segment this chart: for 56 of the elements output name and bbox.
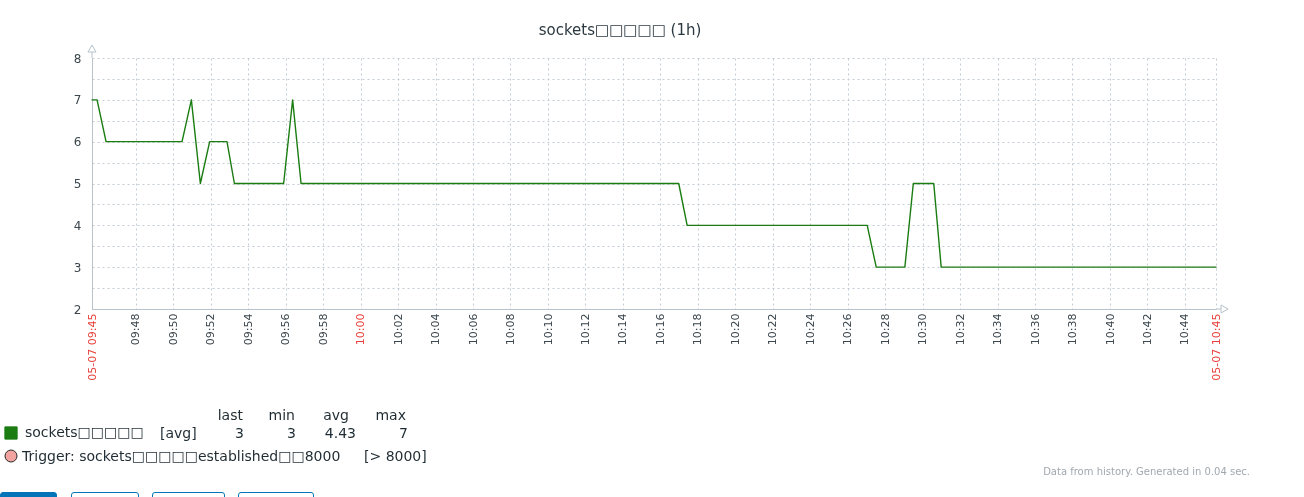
x-tick-label: 10:42 (1140, 313, 1154, 346)
text: avg (323, 407, 349, 423)
chart-title: sockets□□□□□ (1h) (538, 21, 702, 39)
text: 3 (287, 425, 296, 441)
x-tick-label: 10:08 (503, 313, 517, 346)
x-tick-label: 10:18 (691, 313, 705, 346)
x-tick-label: 10:36 (1028, 313, 1042, 346)
x-tick-label: 10:38 (1065, 313, 1079, 346)
x-tick-label: 10:26 (841, 313, 855, 346)
text: Trigger: sockets□□□□□established□□8000 (22, 448, 341, 464)
x-tick-label: 10:30 (916, 313, 930, 346)
y-tick-label: 4 (73, 218, 82, 233)
text: last (217, 407, 243, 423)
y-tick-label: 3 (73, 260, 82, 275)
text: 7 (399, 425, 408, 441)
y-tick-label: 6 (73, 135, 82, 150)
y-tick-label: 7 (73, 93, 82, 108)
y-tick-label: 5 (73, 177, 82, 191)
x-tick-label: 10:20 (728, 313, 742, 346)
x-tick-label: 09:50 (166, 313, 180, 346)
y-tick-label: 8 (73, 51, 82, 66)
button[interactable] (71, 492, 139, 497)
x-tick-label: 10:06 (466, 313, 480, 346)
line-series (91, 99, 1217, 268)
x-tick-label: 10:34 (991, 313, 1005, 346)
x-tick-label: 10:02 (391, 313, 405, 346)
button[interactable] (238, 492, 314, 497)
text: 3 (235, 425, 244, 441)
x-tick-label: 10:00 (354, 313, 368, 346)
legend-label: sockets□□□□□ (25, 424, 144, 440)
x-tick-label: 10:32 (953, 313, 967, 346)
y-tick-label: 2 (73, 302, 82, 317)
x-tick-label: 10:22 (766, 313, 780, 346)
text: min (268, 407, 295, 423)
x-tick-label: 10:04 (429, 313, 443, 346)
text: [avg] (160, 425, 197, 441)
x-tick-label: 10:24 (803, 313, 817, 346)
x-tick-label: 09:52 (204, 313, 218, 346)
text: Data from history. Generated in 0.04 sec. (1043, 466, 1250, 478)
text: 4.43 (324, 425, 356, 441)
x-tick-label: 09:54 (241, 313, 255, 346)
x-tick-label: 09:48 (129, 313, 143, 346)
text: max (375, 407, 406, 423)
x-tick-label: 10:12 (578, 313, 592, 346)
text: [> 8000] (364, 448, 427, 464)
x-tick-label: 10:44 (1178, 313, 1192, 346)
x-tick-label: 10:16 (653, 313, 667, 346)
button[interactable] (152, 492, 225, 497)
x-tick-label: 10:28 (878, 313, 892, 346)
x-tick-label: 09:58 (316, 313, 330, 346)
x-tick-label: 10:40 (1103, 313, 1117, 346)
x-tick-label: 10:10 (541, 313, 555, 346)
x-tick-label: 05-07 09:45 (85, 313, 99, 381)
x-tick-label: 09:56 (279, 313, 293, 346)
x-tick-label: 10:14 (616, 313, 630, 346)
x-tick-label: 05-07 10:45 (1209, 313, 1223, 381)
